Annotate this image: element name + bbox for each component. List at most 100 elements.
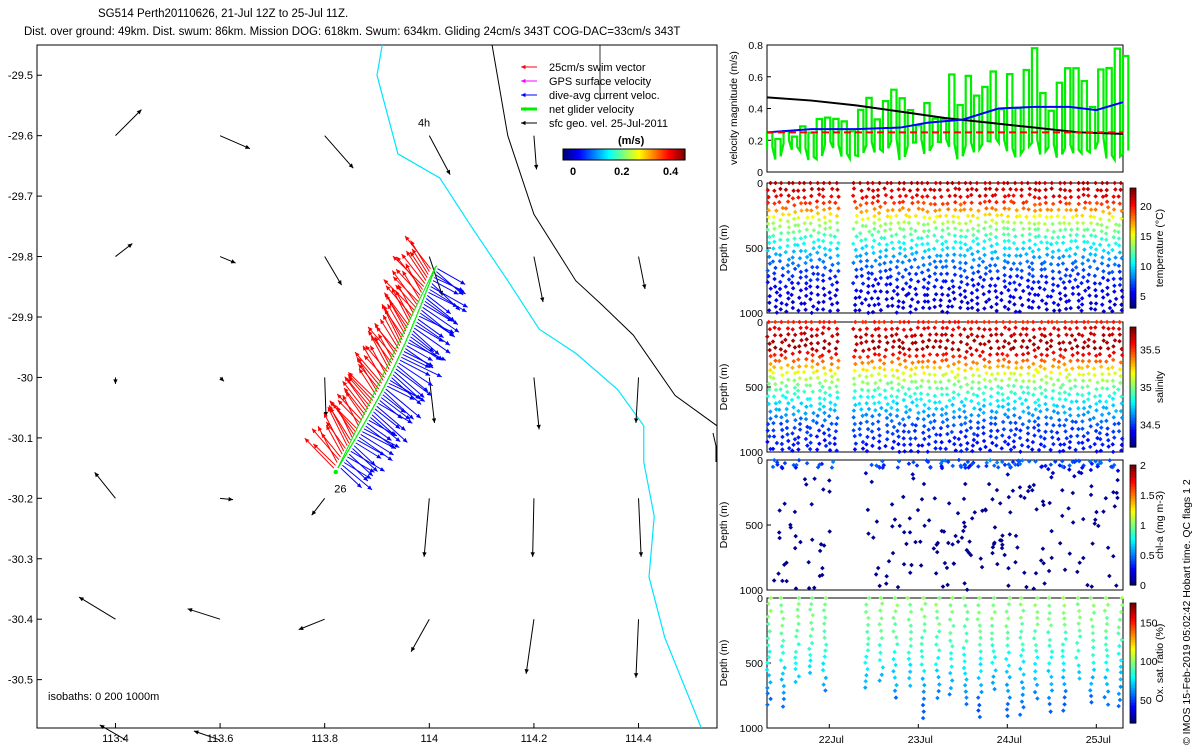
profile-point — [952, 272, 958, 277]
profile-point — [852, 368, 857, 374]
profile-point — [767, 649, 772, 654]
temperature-y-tick-label: 1000 — [740, 308, 764, 320]
profile-point — [790, 351, 796, 357]
profile-point — [938, 446, 943, 451]
profile-point — [1061, 355, 1066, 360]
profile-point — [1047, 701, 1052, 707]
profile-point — [894, 682, 899, 688]
profile-point — [919, 378, 925, 383]
profile-point — [1057, 371, 1063, 376]
profile-point — [1046, 603, 1052, 609]
profile-point — [803, 343, 808, 348]
profile-point — [869, 333, 875, 338]
swim-vector — [342, 380, 367, 413]
profile-point — [908, 448, 914, 454]
map-colorbar-cell — [563, 149, 566, 160]
profile-point — [951, 361, 957, 367]
profile-point — [1063, 397, 1068, 402]
profile-point — [891, 288, 897, 294]
map-colorbar-cell — [575, 149, 578, 160]
profile-point — [1117, 201, 1123, 206]
profile-point — [1073, 207, 1079, 213]
profile-point — [1111, 207, 1117, 212]
profile-point — [1037, 201, 1043, 207]
profile-point — [873, 572, 879, 577]
temperature-colorbar-cell — [1130, 287, 1136, 291]
map-colorbar-cell — [682, 149, 686, 160]
profile-point — [834, 300, 840, 306]
dive-avg-current-vector — [345, 459, 369, 482]
profile-point — [815, 340, 821, 346]
profile-point — [1006, 326, 1012, 332]
profile-point — [857, 294, 862, 300]
profile-point — [1088, 207, 1094, 212]
profile-point — [1082, 247, 1087, 252]
profile-point — [943, 332, 949, 337]
dive-avg-current-vector — [380, 397, 411, 420]
profile-point — [986, 339, 992, 344]
profile-point — [1029, 286, 1035, 291]
map-colorbar-cell — [565, 149, 568, 160]
profile-point — [926, 441, 932, 447]
swim-vector — [384, 309, 404, 338]
profile-point — [944, 325, 950, 331]
profile-point — [803, 377, 809, 382]
profile-point — [1051, 350, 1056, 355]
profile-point — [765, 393, 771, 399]
profile-point — [767, 387, 772, 392]
profile-point — [803, 274, 809, 279]
dive-avg-current-vector — [432, 280, 459, 295]
profile-point — [865, 507, 871, 513]
profile-point — [1048, 370, 1054, 375]
profile-point — [1014, 365, 1019, 371]
profile-point — [1018, 493, 1023, 499]
profile-point — [921, 595, 926, 601]
profile-point — [821, 286, 826, 291]
profile-point — [1035, 622, 1040, 627]
map-colorbar-cell — [652, 149, 656, 160]
profile-point — [988, 428, 994, 434]
profile-point — [1104, 187, 1110, 193]
profile-point — [820, 661, 826, 666]
profile-point — [937, 595, 942, 601]
profile-point — [994, 443, 999, 448]
profile-point — [832, 274, 838, 279]
profile-point — [828, 407, 833, 412]
profile-point — [992, 263, 998, 268]
profile-point — [1097, 393, 1103, 398]
profile-point — [1023, 397, 1029, 403]
profile-point — [981, 319, 987, 325]
profile-point — [876, 352, 882, 357]
profile-point — [1085, 258, 1091, 263]
profile-point — [1090, 638, 1096, 643]
profile-point — [803, 286, 809, 292]
profile-point — [925, 392, 931, 397]
profile-point — [894, 401, 900, 406]
profile-point — [1119, 415, 1125, 420]
profile-point — [1095, 266, 1100, 271]
profile-point — [1055, 262, 1061, 267]
profile-point — [993, 326, 999, 332]
profile-point — [1002, 278, 1007, 284]
profile-point — [783, 355, 788, 361]
profile-point — [1107, 305, 1113, 311]
profile-point — [889, 502, 895, 507]
profile-point — [1063, 636, 1069, 642]
salinity-colorbar-cell — [1130, 372, 1136, 376]
profile-point — [1082, 325, 1088, 331]
net-glider-velocity — [411, 321, 415, 326]
profile-point — [911, 476, 916, 481]
profile-point — [1081, 267, 1086, 273]
chla-colorbar-cell — [1130, 486, 1136, 490]
profile-point — [1085, 364, 1090, 369]
profile-point — [1066, 298, 1072, 303]
temperature-colorbar-cell — [1130, 293, 1136, 297]
profile-point — [895, 326, 900, 331]
profile-point — [1097, 242, 1103, 248]
map-colorbar-cell — [624, 149, 627, 160]
profile-point — [815, 327, 820, 332]
profile-point — [851, 408, 857, 413]
profile-point — [772, 381, 778, 387]
temperature-colorbar-cell — [1130, 260, 1136, 264]
net-glider-velocity — [420, 301, 424, 305]
